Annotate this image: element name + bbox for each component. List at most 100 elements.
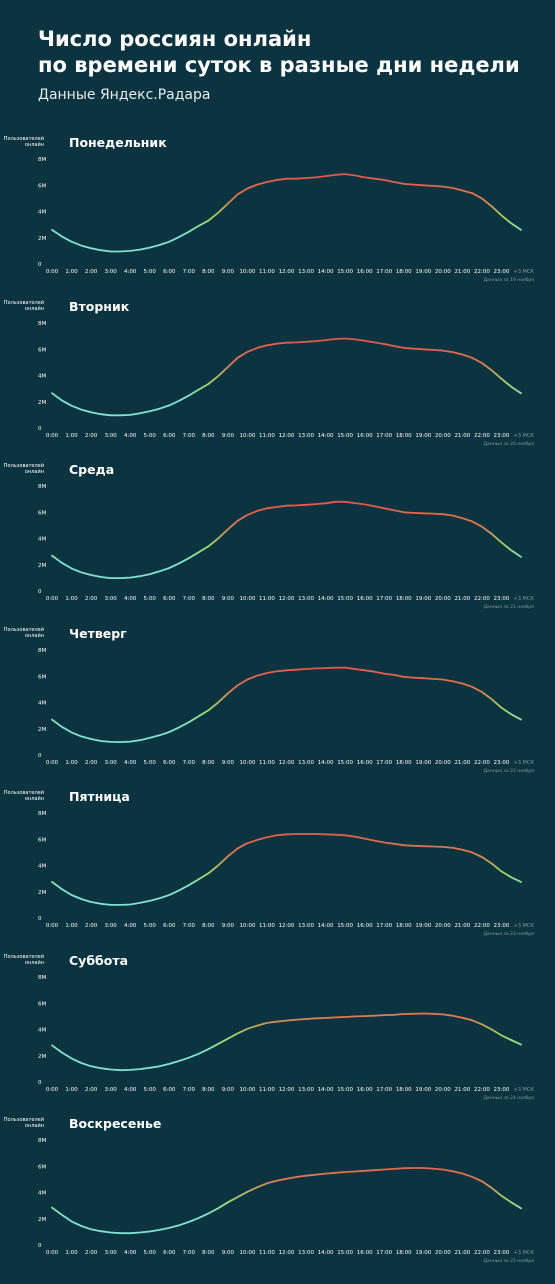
x-tick-label: 12:00 (279, 923, 295, 929)
x-tick-label: 3:00 (104, 1250, 117, 1256)
x-tick-label: 17:00 (376, 596, 392, 602)
chart-title: Воскресенье (69, 1116, 161, 1131)
y-axis-label: Пользователей онлайн (4, 1116, 44, 1129)
timezone-note: +3 МСК (514, 1087, 535, 1093)
chart-footnote: Данные за 21 ноября (484, 604, 535, 610)
x-tick-label: 7:00 (183, 1250, 196, 1256)
x-tick-label: 21:00 (454, 433, 470, 439)
x-tick-label: 11:00 (259, 433, 275, 439)
x-tick-label: 16:00 (357, 923, 373, 929)
x-tick-label: 7:00 (183, 760, 196, 766)
y-tick-label: 2M (38, 727, 46, 733)
x-tick-label: 9:00 (222, 1250, 235, 1256)
x-tick-label: 22:00 (474, 1087, 490, 1093)
chart-panel-6: Пользователей онлайн Суббота 0 2M 4M 6M 8M 0:00 1… (4, 953, 535, 1101)
x-tick-label: 17:00 (376, 269, 392, 275)
x-tick-label: 16:00 (357, 1250, 373, 1256)
x-tick-label: 12:00 (279, 760, 295, 766)
x-tick-label: 13:00 (298, 923, 314, 929)
x-tick-label: 10:00 (239, 596, 255, 602)
y-tick-label: 2M (38, 1054, 46, 1060)
x-tick-label: 20:00 (435, 433, 451, 439)
x-tick-label: 2:00 (85, 760, 98, 766)
x-tick-label: 15:00 (337, 433, 353, 439)
x-tick-label: 7:00 (183, 596, 196, 602)
y-tick-label: 2M (38, 1217, 46, 1223)
x-tick-label: 3:00 (104, 433, 117, 439)
x-tick-label: 10:00 (239, 433, 255, 439)
x-tick-label: 17:00 (376, 1087, 392, 1093)
x-tick-label: 2:00 (85, 433, 98, 439)
x-tick-label: 20:00 (435, 1250, 451, 1256)
y-tick-label: 0 (38, 1243, 42, 1249)
x-tick-label: 4:00 (124, 433, 137, 439)
x-tick-label: 5:00 (144, 269, 157, 275)
timezone-note: +3 МСК (514, 923, 535, 929)
x-tick-label: 15:00 (337, 269, 353, 275)
x-tick-label: 22:00 (474, 269, 490, 275)
x-tick-label: 14:00 (318, 596, 334, 602)
x-tick-label: 23:00 (494, 923, 510, 929)
y-tick-label: 4M (38, 1028, 46, 1034)
x-tick-label: 11:00 (259, 1250, 275, 1256)
x-tick-label: 23:00 (494, 1250, 510, 1256)
x-tick-label: 10:00 (239, 1250, 255, 1256)
y-tick-label: 0 (38, 589, 42, 595)
title-line-2: по времени суток в разные дни недели (38, 53, 520, 77)
y-tick-label: 4M (38, 537, 46, 543)
y-tick-label: 2M (38, 890, 46, 896)
series-line (51, 833, 522, 906)
x-tick-label: 7:00 (183, 1087, 196, 1093)
chart-title: Понедельник (69, 135, 167, 150)
chart-footnote: Данные за 24 ноября (484, 1095, 535, 1101)
x-tick-label: 21:00 (454, 923, 470, 929)
x-tick-label: 12:00 (279, 269, 295, 275)
x-tick-label: 17:00 (376, 760, 392, 766)
x-tick-label: 9:00 (222, 596, 235, 602)
y-tick-label: 0 (38, 262, 42, 268)
x-tick-label: 11:00 (259, 269, 275, 275)
x-tick-label: 0:00 (46, 760, 59, 766)
x-tick-label: 23:00 (494, 760, 510, 766)
x-tick-label: 18:00 (396, 596, 412, 602)
x-tick-label: 22:00 (474, 923, 490, 929)
x-tick-label: 6:00 (163, 433, 176, 439)
y-tick-label: 6M (38, 1164, 46, 1170)
x-tick-label: 18:00 (396, 1250, 412, 1256)
x-tick-label: 5:00 (144, 596, 157, 602)
x-tick-label: 3:00 (104, 596, 117, 602)
x-tick-label: 21:00 (454, 596, 470, 602)
x-tick-label: 13:00 (298, 760, 314, 766)
x-tick-label: 23:00 (494, 433, 510, 439)
chart-footnote: Данные за 19 ноября (484, 277, 535, 283)
x-tick-label: 1:00 (65, 923, 78, 929)
x-tick-label: 4:00 (124, 269, 137, 275)
timezone-note: +3 МСК (514, 1250, 535, 1256)
x-tick-label: 16:00 (357, 269, 373, 275)
x-tick-label: 11:00 (259, 760, 275, 766)
x-tick-label: 10:00 (239, 923, 255, 929)
x-tick-label: 13:00 (298, 433, 314, 439)
y-axis-label: Пользователей онлайн (4, 626, 44, 639)
x-tick-label: 22:00 (474, 433, 490, 439)
x-tick-label: 21:00 (454, 1087, 470, 1093)
x-tick-label: 20:00 (435, 923, 451, 929)
y-tick-label: 2M (38, 563, 46, 569)
x-tick-label: 11:00 (259, 923, 275, 929)
timezone-note: +3 МСК (514, 596, 535, 602)
x-tick-label: 9:00 (222, 433, 235, 439)
chart-panel-7: Пользователей онлайн Воскресенье 0 2M 4M 6M 8M 0… (4, 1116, 535, 1264)
x-tick-label: 5:00 (144, 760, 157, 766)
y-tick-label: 2M (38, 236, 46, 242)
y-tick-label: 4M (38, 210, 46, 216)
chart-footnote: Данные за 20 ноября (484, 441, 535, 447)
series-line (51, 666, 522, 743)
x-tick-label: 10:00 (239, 760, 255, 766)
x-tick-label: 9:00 (222, 923, 235, 929)
x-tick-label: 13:00 (298, 1087, 314, 1093)
x-tick-label: 5:00 (144, 433, 157, 439)
x-tick-label: 6:00 (163, 923, 176, 929)
y-tick-label: 6M (38, 347, 46, 353)
x-tick-label: 11:00 (259, 1087, 275, 1093)
